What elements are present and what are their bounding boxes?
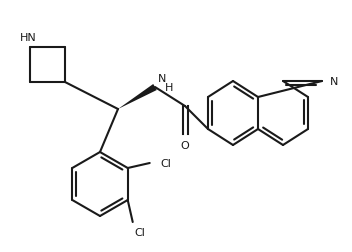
Polygon shape [118, 85, 157, 110]
Text: H: H [165, 83, 174, 93]
Text: N: N [330, 77, 338, 87]
Text: O: O [181, 140, 189, 150]
Text: Cl: Cl [135, 227, 146, 237]
Text: HN: HN [20, 33, 37, 43]
Text: N: N [158, 74, 166, 84]
Text: Cl: Cl [161, 158, 171, 168]
